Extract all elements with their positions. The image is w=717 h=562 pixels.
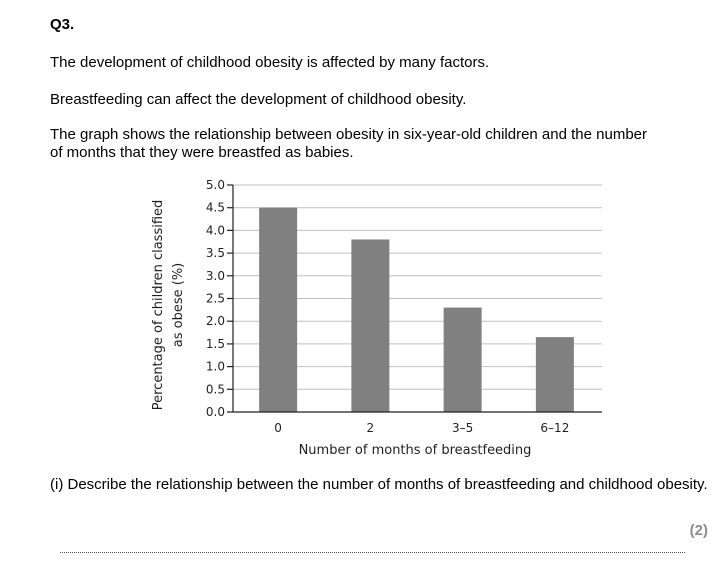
answer-line[interactable] <box>60 552 685 553</box>
x-tick-label: 2 <box>367 421 375 435</box>
y-axis-label-line-1: Percentage of children classified <box>151 200 166 411</box>
intro-paragraph-3: The graph shows the relationship between… <box>50 126 648 161</box>
y-tick-label: 4.5 <box>206 201 225 215</box>
y-tick-label: 3.0 <box>206 269 225 283</box>
y-tick-label: 1.5 <box>206 337 225 351</box>
bar-1 <box>259 207 298 412</box>
y-tick-label: 4.0 <box>206 223 225 237</box>
y-axis-label-line-2: as obese (%) <box>171 263 186 347</box>
bar-2 <box>351 239 390 412</box>
question-number: Q3. <box>50 16 75 33</box>
y-tick-label: 1.0 <box>206 360 225 374</box>
y-tick-label: 2.5 <box>206 292 225 306</box>
y-tick-label: 5.0 <box>206 178 225 192</box>
y-tick-label: 0.0 <box>206 405 225 419</box>
x-tick-label: 3–5 <box>452 421 473 435</box>
intro-paragraph-2: Breastfeeding can affect the development… <box>50 91 467 108</box>
y-tick-label: 0.5 <box>206 382 225 396</box>
intro-paragraph-1: The development of childhood obesity is … <box>50 54 490 71</box>
bar-chart: 0.0 0.5 1.0 1.5 2.0 2.5 3.0 3.5 4.0 4.5 5.0 0 2 3–5 6–… <box>151 178 602 458</box>
x-axis-label: Number of months of breastfeeding <box>299 443 532 458</box>
x-tick-label: 6–12 <box>540 421 569 435</box>
marks-label: (2) <box>689 522 708 539</box>
y-tick-label: 3.5 <box>206 246 225 260</box>
part-i-question: (i) Describe the relationship between th… <box>50 476 708 493</box>
x-tick-label: 0 <box>274 421 282 435</box>
bar-4 <box>535 337 574 412</box>
bar-3 <box>443 307 482 412</box>
y-tick-label: 2.0 <box>206 314 225 328</box>
